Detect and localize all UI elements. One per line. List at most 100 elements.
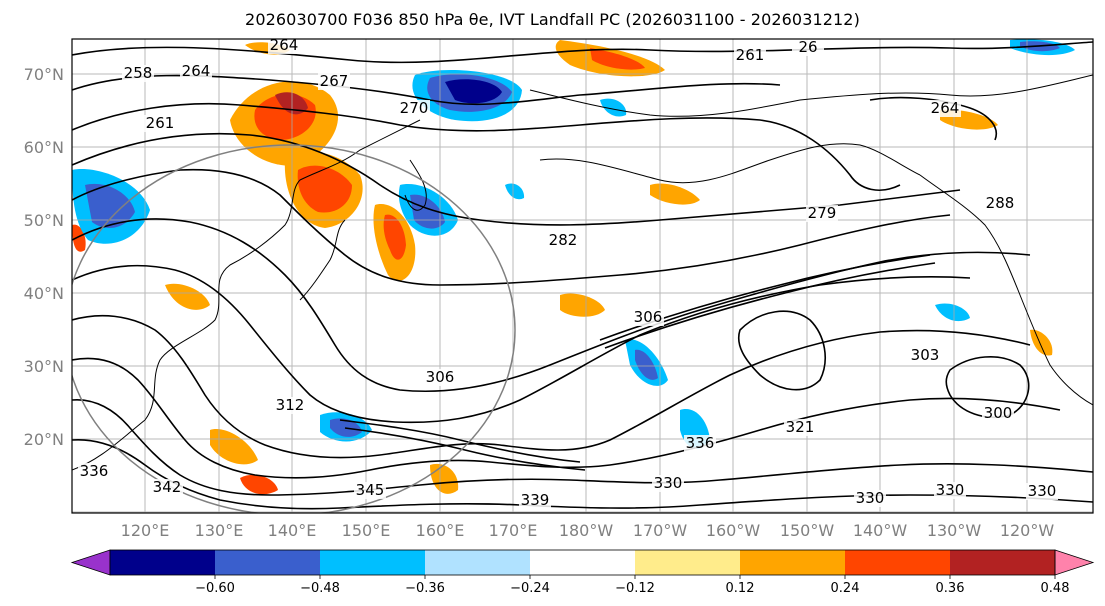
latitude-label: 60°N	[24, 138, 64, 157]
colorbar	[70, 549, 1095, 576]
contour-label: 330	[936, 481, 965, 499]
coastline-north-america	[919, 174, 1093, 406]
contour-label: 258	[124, 64, 153, 82]
contour-label: 300	[984, 404, 1013, 422]
warm-anomaly-patch	[240, 474, 278, 495]
warm-anomaly-patch	[430, 463, 459, 494]
colorbar-segment	[530, 550, 635, 575]
contour-label-background	[1026, 483, 1058, 500]
contour-label-background	[547, 232, 579, 249]
contour-label-background	[734, 47, 766, 64]
contour-label: 264	[270, 36, 299, 54]
contour-label-background	[806, 205, 838, 222]
contour-label: 261	[146, 114, 175, 132]
colorbar-extend-high	[1054, 549, 1095, 576]
colorbar-tick-label: 0.48	[1041, 581, 1070, 596]
contour-label-background	[929, 100, 961, 117]
map-title: 2026030700 F036 850 hPa θe, IVT Landfall…	[245, 10, 860, 29]
longitude-label: 120°E	[121, 521, 170, 540]
longitude-label: 120°W	[1000, 521, 1055, 540]
colorbar-tick-label: −0.24	[510, 581, 550, 596]
coastline-kamchatka	[404, 159, 427, 211]
coastline-arctic	[529, 74, 1093, 117]
contour-label-background	[519, 492, 551, 509]
contour-label-background	[318, 73, 350, 90]
colorbar-segment	[635, 550, 740, 575]
theta-e-contour	[72, 41, 1093, 64]
contour-label-background	[144, 115, 176, 132]
theta-e-contour	[72, 357, 1061, 479]
contour-label: 336	[686, 434, 715, 452]
contour-label-background	[354, 482, 386, 499]
latitude-label: 70°N	[24, 65, 64, 84]
landfall-domain-outline	[72, 144, 516, 513]
contour-label: 270	[400, 99, 429, 117]
latitude-labels: 70°N 60°N 50°N 40°N 30°N 20°N	[24, 65, 64, 449]
latitude-label: 50°N	[24, 211, 64, 230]
warm-anomaly-patch	[165, 283, 210, 310]
longitude-label: 140°E	[268, 521, 317, 540]
contour-label-background	[151, 479, 183, 496]
theta-e-contour	[604, 262, 936, 349]
cold-anomaly-patch	[85, 183, 135, 228]
map-content: 264 267 270 261 258 264 261 26 264 279 282 288 306 30…	[72, 36, 1093, 513]
contour-label: 303	[911, 346, 940, 364]
contour-label: 264	[182, 62, 211, 80]
warm-anomaly-patch	[590, 48, 645, 70]
warm-anomaly-patch	[210, 429, 258, 465]
colorbar-segment	[950, 550, 1055, 575]
contour-label: 336	[80, 462, 109, 480]
contour-label-background	[909, 347, 941, 364]
longitude-label: 160°W	[706, 521, 761, 540]
warm-anomaly-patch	[560, 293, 605, 317]
warm-anomaly-patch	[1030, 329, 1053, 356]
colorbar-extend-low	[70, 549, 111, 576]
warm-anomaly-patch	[650, 183, 700, 205]
contour-label-background	[792, 39, 824, 56]
cold-anomaly-patch	[935, 303, 970, 322]
contour-label-background	[984, 195, 1016, 212]
contour-label-background	[424, 369, 456, 386]
contour-label: 330	[1028, 482, 1057, 500]
contour-label-background	[934, 482, 966, 499]
theta-e-contour	[72, 399, 1093, 496]
contour-label-background	[784, 419, 816, 436]
colorbar-segment	[320, 550, 425, 575]
longitude-label: 130°W	[927, 521, 982, 540]
contour-label: 264	[931, 99, 960, 117]
cold-anomaly-patch	[600, 98, 627, 117]
colorbar-tick-label: 0.36	[936, 581, 965, 596]
coastline-alaska	[539, 143, 921, 184]
contour-label: 26	[798, 38, 817, 56]
contour-label: 330	[856, 489, 885, 507]
contour-label: 279	[808, 204, 837, 222]
warm-anomaly-patch	[383, 214, 406, 260]
longitude-label: 170°W	[633, 521, 688, 540]
warm-anomaly-patch	[297, 165, 352, 213]
theta-e-contour	[72, 314, 1031, 459]
longitude-label: 150°E	[342, 521, 391, 540]
colorbar-tick-label: −0.48	[300, 581, 340, 596]
longitude-label: 130°E	[195, 521, 244, 540]
contour-label: 342	[153, 478, 182, 496]
colorbar-segment	[110, 550, 215, 575]
map-frame	[71, 38, 1094, 514]
contour-label-background	[632, 309, 664, 326]
contour-label-background	[684, 435, 716, 452]
theta-e-contour	[339, 419, 581, 463]
colorbar-frame	[109, 549, 1056, 576]
contour-label: 306	[634, 308, 663, 326]
contour-label: 330	[654, 474, 683, 492]
contour-label: 321	[786, 418, 815, 436]
colorbar-segment	[215, 550, 320, 575]
longitude-label: 150°W	[780, 521, 835, 540]
colorbar-tick-label: −0.60	[195, 581, 235, 596]
longitude-label: 160°E	[416, 521, 465, 540]
latitude-label: 30°N	[24, 357, 64, 376]
contour-label: 282	[549, 231, 578, 249]
shaded-anomaly-layer	[72, 39, 1075, 495]
contour-label-background	[398, 100, 430, 117]
cold-anomaly-patch	[505, 183, 525, 200]
latitude-label: 20°N	[24, 430, 64, 449]
